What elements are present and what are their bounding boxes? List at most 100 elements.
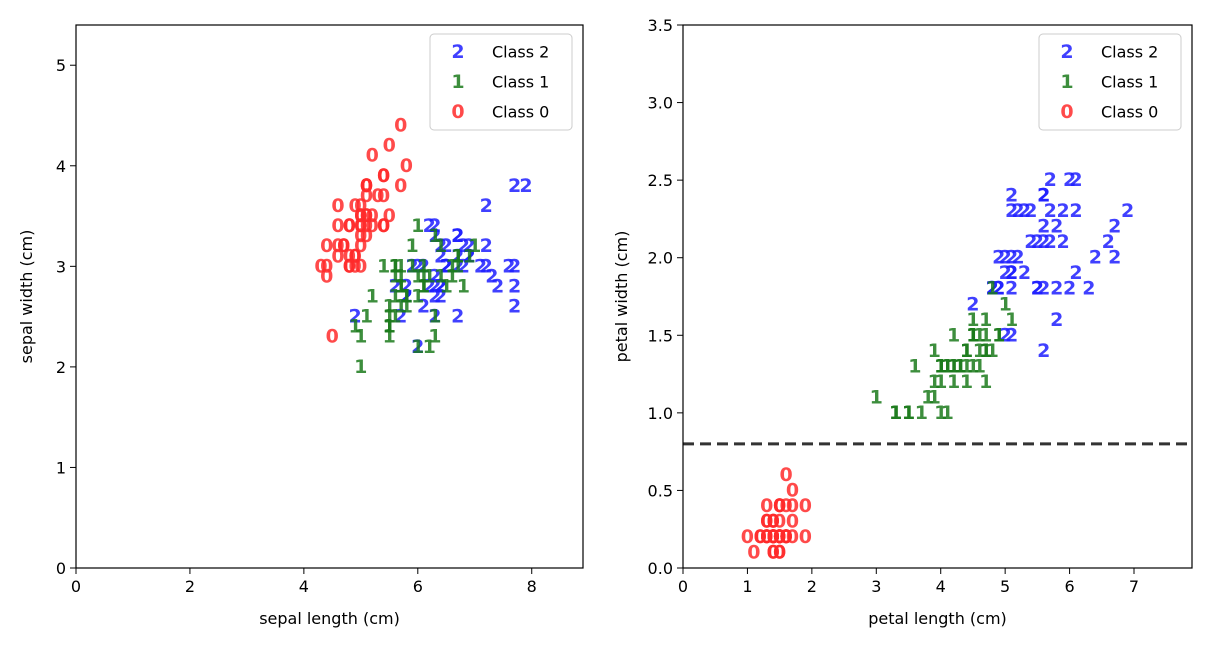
data-point-class-2: 2 (992, 278, 1005, 300)
data-point-class-2: 2 (457, 255, 470, 277)
data-point-class-0: 0 (360, 175, 373, 197)
data-point-class-1: 1 (960, 371, 973, 393)
data-point-class-0: 0 (760, 526, 773, 548)
data-point-class-1: 1 (934, 355, 947, 377)
data-point-class-1: 1 (411, 336, 424, 358)
data-point-class-1: 1 (953, 355, 966, 377)
data-point-class-1: 1 (902, 402, 915, 424)
data-point-class-1: 1 (973, 324, 986, 346)
data-point-class-0: 0 (331, 195, 344, 217)
data-point-class-1: 1 (960, 355, 973, 377)
data-point-class-0: 0 (331, 245, 344, 267)
data-point-class-1: 1 (979, 371, 992, 393)
data-point-class-1: 1 (434, 235, 447, 257)
data-point-class-0: 0 (354, 235, 367, 257)
data-point-class-2: 2 (480, 235, 493, 257)
data-point-class-2: 2 (434, 245, 447, 267)
y-tick-label: 1 (56, 458, 66, 477)
data-point-class-1: 1 (462, 245, 475, 267)
data-point-class-1: 1 (394, 296, 407, 318)
y-tick-label: 0.0 (648, 559, 673, 578)
data-point-class-1: 1 (440, 275, 453, 297)
data-point-class-0: 0 (773, 526, 786, 548)
data-point-class-0: 0 (767, 511, 780, 533)
data-point-class-1: 1 (928, 340, 941, 362)
data-point-class-2: 2 (1005, 262, 1018, 284)
data-point-class-0: 0 (377, 185, 390, 207)
data-point-class-0: 0 (767, 511, 780, 533)
data-point-class-0: 0 (773, 526, 786, 548)
data-point-class-2: 2 (1050, 309, 1063, 331)
data-point-class-2: 2 (1005, 185, 1018, 207)
data-point-class-0: 0 (331, 215, 344, 237)
data-point-class-2: 2 (434, 275, 447, 297)
data-point-class-1: 1 (947, 355, 960, 377)
data-point-class-2: 2 (1050, 278, 1063, 300)
x-tick-label: 6 (1064, 577, 1074, 596)
data-point-class-0: 0 (773, 526, 786, 548)
data-point-class-1: 1 (966, 324, 979, 346)
data-point-class-1: 1 (360, 306, 373, 328)
data-point-class-0: 0 (348, 245, 361, 267)
data-point-class-0: 0 (773, 511, 786, 533)
data-point-class-0: 0 (320, 255, 333, 277)
data-point-class-1: 1 (934, 371, 947, 393)
data-point-class-1: 1 (383, 306, 396, 328)
data-point-class-2: 2 (440, 255, 453, 277)
data-point-class-2: 2 (417, 296, 430, 318)
data-point-class-2: 2 (451, 255, 464, 277)
data-point-class-0: 0 (326, 326, 339, 348)
data-point-class-2: 2 (1024, 231, 1037, 253)
data-point-class-2: 2 (1037, 185, 1050, 207)
data-point-class-0: 0 (343, 255, 356, 277)
data-point-class-1: 1 (388, 306, 401, 328)
data-point-class-2: 2 (1063, 169, 1076, 191)
data-point-class-1: 1 (411, 286, 424, 308)
data-point-class-0: 0 (360, 225, 373, 247)
data-point-class-1: 1 (979, 309, 992, 331)
x-tick-label: 2 (807, 577, 817, 596)
data-point-class-0: 0 (360, 175, 373, 197)
data-point-class-1: 1 (383, 316, 396, 338)
data-point-class-2: 2 (1018, 200, 1031, 222)
data-point-class-0: 0 (767, 526, 780, 548)
legend-label-class-1: Class 1 (1101, 73, 1158, 92)
data-point-class-0: 0 (779, 526, 792, 548)
data-point-class-0: 0 (760, 526, 773, 548)
data-point-class-0: 0 (799, 526, 812, 548)
data-point-class-1: 1 (377, 255, 390, 277)
data-point-class-2: 2 (434, 275, 447, 297)
data-point-class-0: 0 (354, 195, 367, 217)
data-point-class-0: 0 (354, 205, 367, 227)
data-point-class-0: 0 (348, 255, 361, 277)
data-point-class-2: 2 (1005, 200, 1018, 222)
data-point-class-1: 1 (468, 235, 481, 257)
data-point-class-0: 0 (779, 526, 792, 548)
legend-marker-class-2: 2 (451, 41, 464, 63)
x-tick-label: 2 (185, 577, 195, 596)
x-tick-label: 4 (299, 577, 309, 596)
data-point-class-2: 2 (474, 255, 487, 277)
data-point-class-0: 0 (377, 215, 390, 237)
data-point-class-1: 1 (417, 265, 430, 287)
data-point-class-0: 0 (354, 215, 367, 237)
legend-label-class-2: Class 2 (492, 43, 549, 62)
data-point-class-2: 2 (423, 215, 436, 237)
data-point-class-2: 2 (986, 278, 999, 300)
data-point-class-1: 1 (445, 255, 458, 277)
legend: 2 Class 2 1 Class 1 0 Class 0 (1038, 33, 1182, 131)
data-point-class-0: 0 (767, 526, 780, 548)
x-axis-label: sepal length (cm) (259, 609, 400, 628)
data-point-class-0: 0 (394, 115, 407, 137)
data-point-class-1: 1 (889, 402, 902, 424)
data-point-class-1: 1 (928, 386, 941, 408)
data-point-class-0: 0 (331, 235, 344, 257)
data-point-class-1: 1 (417, 255, 430, 277)
data-point-class-1: 1 (388, 255, 401, 277)
data-point-class-0: 0 (754, 526, 767, 548)
